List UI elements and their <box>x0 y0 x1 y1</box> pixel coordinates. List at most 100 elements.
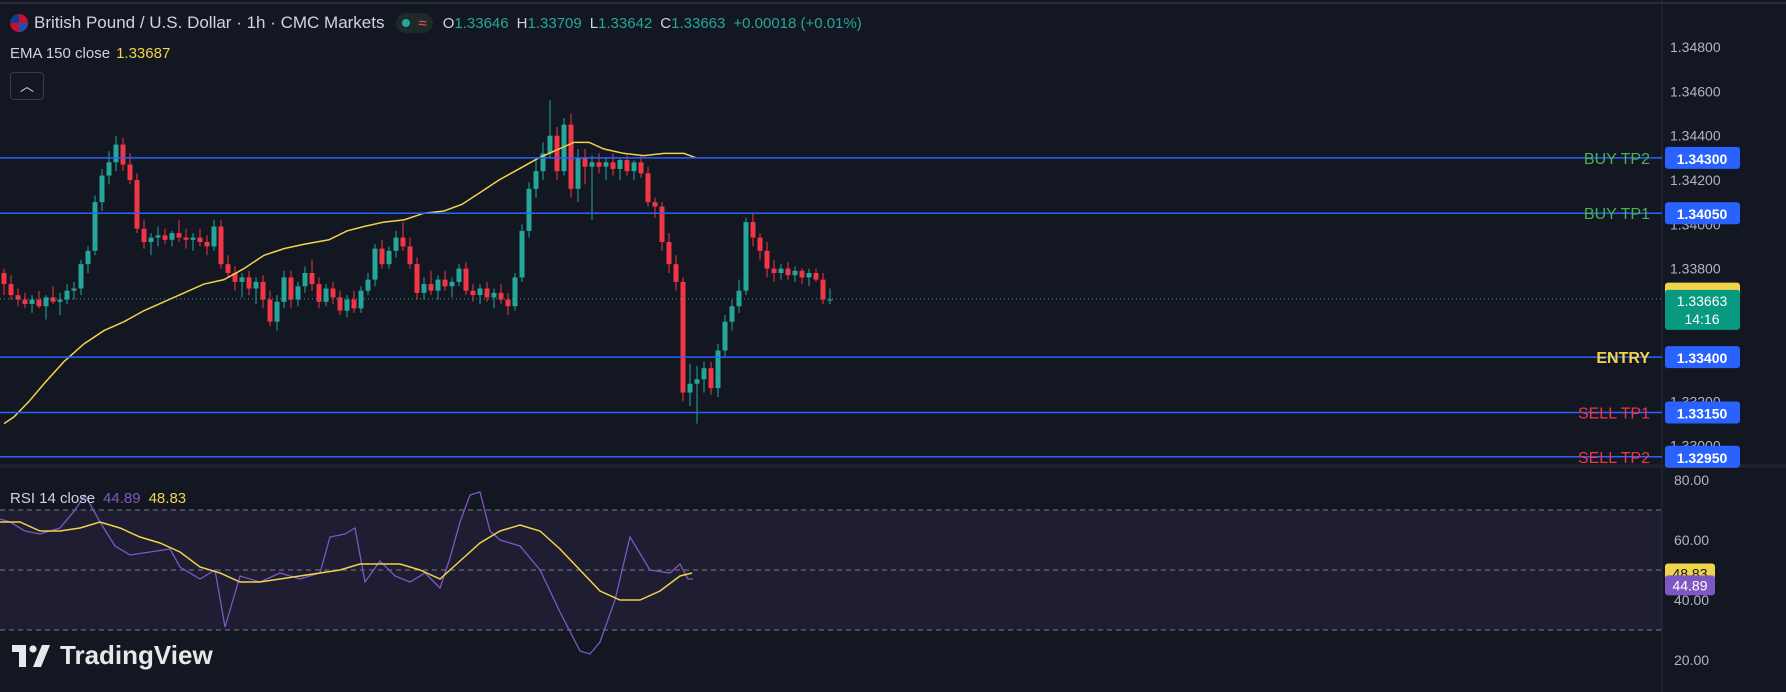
ema-150-line <box>3 141 697 425</box>
candle-body <box>652 202 658 207</box>
candle <box>526 182 532 238</box>
candle <box>652 197 658 218</box>
candle-body <box>736 290 742 307</box>
candle-body <box>225 264 231 273</box>
candle-body <box>134 180 140 229</box>
candle-body <box>379 248 385 265</box>
candle-body <box>792 270 798 276</box>
candle <box>519 224 525 282</box>
candle-body <box>176 233 182 238</box>
candle <box>183 228 189 249</box>
candle-body <box>582 157 588 167</box>
candle <box>701 361 707 393</box>
candle <box>736 279 742 313</box>
candle-body <box>162 235 168 240</box>
candle-body <box>799 270 805 278</box>
candle <box>463 261 469 296</box>
candle-body <box>211 226 217 247</box>
collapse-legend-button[interactable]: ︿ <box>10 72 44 100</box>
candle-body <box>694 379 700 384</box>
candle-body <box>785 268 791 276</box>
candle <box>596 153 602 174</box>
candle <box>99 168 105 211</box>
rsi-value-badge-text: 44.89 <box>1672 577 1707 593</box>
candle-body <box>183 237 189 240</box>
candle <box>190 233 196 251</box>
bar-countdown-text: 14:16 <box>1684 311 1719 327</box>
candle-body <box>281 277 287 302</box>
candle <box>379 239 385 269</box>
candle <box>645 166 651 207</box>
candle <box>792 266 798 282</box>
rsi-legend[interactable]: RSI 14 close 44.89 48.83 <box>10 490 186 507</box>
candle <box>267 290 273 327</box>
candle <box>778 264 784 280</box>
candle-body <box>750 222 756 238</box>
symbol-header[interactable]: British Pound / U.S. Dollar · 1h · CMC M… <box>10 12 870 34</box>
candle-body <box>1 273 7 285</box>
level-label: BUY TP1 <box>1584 206 1650 223</box>
candle-body <box>36 299 42 307</box>
candle <box>715 343 721 397</box>
candle <box>799 268 805 285</box>
candle <box>428 270 434 296</box>
candle-body <box>463 268 469 291</box>
candle-body <box>568 124 574 189</box>
candle-body <box>197 237 203 242</box>
price-tick-label: 1.34800 <box>1670 39 1721 55</box>
symbol-title[interactable]: British Pound / U.S. Dollar · 1h · CMC M… <box>34 13 385 32</box>
level-price-badge <box>1665 346 1740 369</box>
candle <box>673 255 679 291</box>
candle-body <box>827 299 833 301</box>
candle <box>449 277 455 298</box>
candle-body <box>589 162 595 167</box>
tradingview-logo[interactable]: TradingView <box>12 640 213 671</box>
candle-body <box>631 162 637 172</box>
candle-body <box>729 306 735 322</box>
ohlc-close: C1.33663 <box>660 14 726 32</box>
candle <box>162 228 168 245</box>
candle <box>155 226 161 247</box>
candle-body <box>288 277 294 300</box>
price-tick-label: 1.34600 <box>1670 83 1721 99</box>
candle-body <box>491 292 497 298</box>
candle-body <box>57 299 63 302</box>
candle-body <box>722 321 728 351</box>
candle-body <box>120 144 126 165</box>
candle-body <box>15 295 21 300</box>
candle-body <box>407 246 413 265</box>
candle <box>610 153 616 176</box>
market-status-pill[interactable]: ≈ <box>396 13 433 33</box>
candle-body <box>239 277 245 282</box>
candle <box>694 366 700 424</box>
candle-body <box>645 173 651 203</box>
candle <box>64 284 70 304</box>
candle <box>680 277 686 402</box>
candle <box>533 160 539 198</box>
candle <box>666 233 672 273</box>
candle-body <box>715 350 721 389</box>
candle-body <box>659 206 665 242</box>
candle <box>169 230 175 247</box>
candle <box>372 244 378 287</box>
candle <box>22 292 28 309</box>
ema-legend[interactable]: EMA 150 close 1.33687 <box>10 45 170 62</box>
candle <box>358 286 364 313</box>
pane-separator <box>0 464 1786 468</box>
rsi-tick-label: 20.00 <box>1674 652 1709 668</box>
candle-body <box>274 301 280 322</box>
candle-body <box>820 279 826 300</box>
candle-body <box>701 368 707 380</box>
wave-icon: ≈ <box>418 14 427 32</box>
candle-body <box>43 297 49 307</box>
candle <box>225 255 231 278</box>
candle-body <box>29 299 35 304</box>
candle <box>106 151 112 185</box>
candle <box>547 100 553 158</box>
candle-body <box>358 290 364 309</box>
candle <box>554 126 560 180</box>
candle-body <box>743 222 749 291</box>
level-price-badge-text: 1.32950 <box>1677 450 1728 466</box>
candle <box>603 157 609 180</box>
